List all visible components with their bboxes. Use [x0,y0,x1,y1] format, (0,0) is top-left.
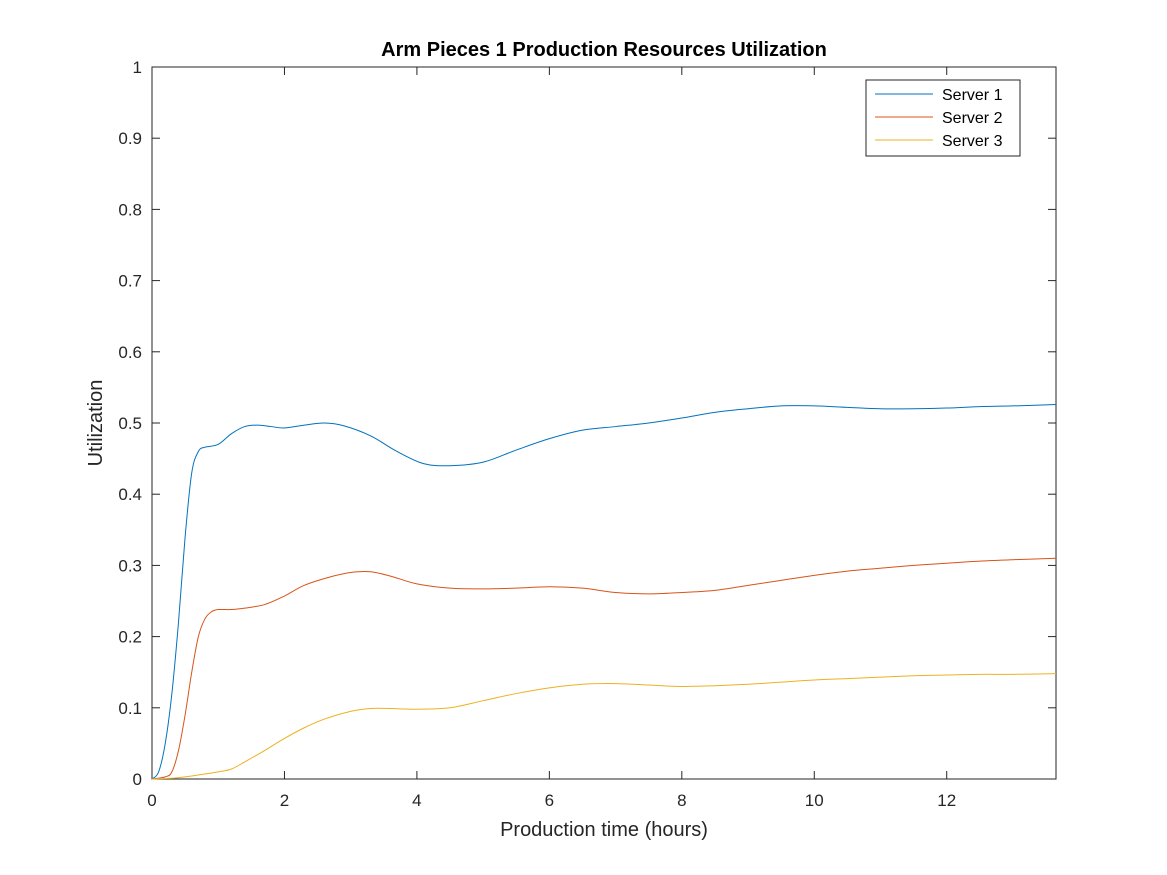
plot-area: 0 2 4 6 8 10 12 0 0.1 0.2 0.3 0.4 0.5 0.6 0.7 0.8 0.9 1 [118,58,1057,810]
chart-title: Arm Pieces 1 Production Resources Utiliz… [381,39,827,61]
y-tick-label: 0.8 [118,200,142,219]
x-axis-label: Production time (hours) [500,819,708,841]
series-line-server-3 [151,673,1057,780]
y-tick-label: 0 [133,770,142,789]
legend-entry-label: Server 2 [942,110,1003,127]
legend-entry-label: Server 1 [942,87,1003,104]
y-tick-label: 0.4 [118,485,142,504]
x-tick-label: 2 [280,791,289,810]
x-tick-label: 6 [545,791,554,810]
x-tick-label: 4 [412,791,421,810]
y-tick-label: 0.5 [118,414,142,433]
y-tick-label: 0.9 [118,129,142,148]
series-line-server-2 [151,557,1057,780]
y-tick-label: 1 [133,58,142,77]
x-tick-label: 8 [677,791,686,810]
legend: Server 1 Server 2 Server 3 [865,79,1021,157]
x-tick-label: 0 [147,791,156,810]
y-tick-label: 0.1 [118,699,142,718]
x-tick-label: 10 [805,791,824,810]
series-line-server-1 [151,403,1057,780]
legend-box [865,79,1021,157]
y-tick-label: 0.7 [118,272,142,291]
x-tick-label: 12 [937,791,956,810]
y-tick-label: 0.6 [118,343,142,362]
y-tick-label: 0.2 [118,628,142,647]
y-axis-label: Utilization [85,380,107,467]
legend-entry-label: Server 3 [942,133,1003,150]
y-tick-label: 0.3 [118,556,142,575]
